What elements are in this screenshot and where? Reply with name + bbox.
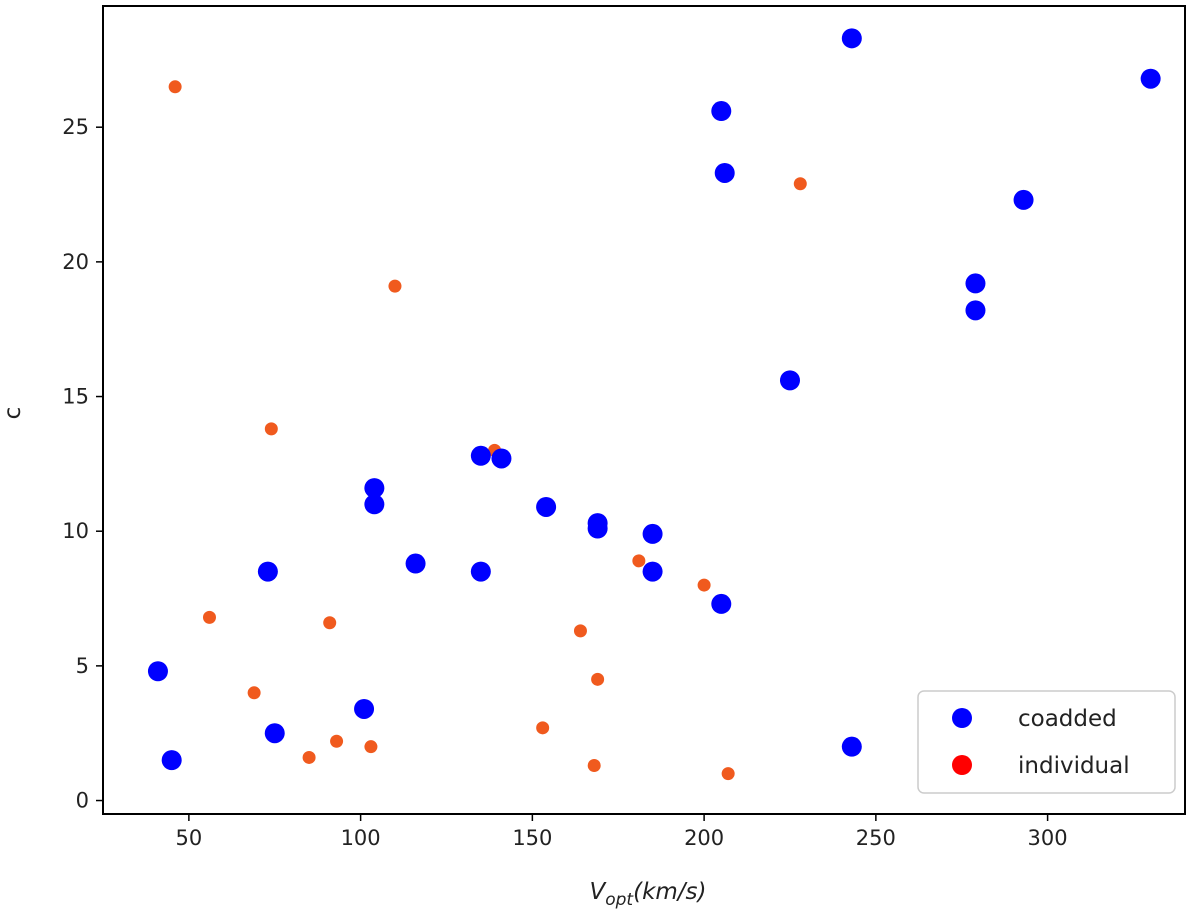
individual-point [632,554,646,568]
y-tick-label: 10 [62,519,89,543]
x-tick-label: 250 [856,826,896,850]
individual-point [388,279,402,293]
y-tick-label: 0 [76,789,89,813]
individual-point [302,750,316,764]
coadded-point [364,478,385,499]
x-tick-label: 200 [684,826,724,850]
coadded-point [965,273,986,294]
individual-point [536,721,550,735]
coadded-point [965,300,986,321]
coadded-point [711,101,732,122]
legend-box [917,690,1176,794]
coadded-point [257,561,278,582]
series-coadded-points [147,28,1161,771]
plot-frame [102,5,1186,815]
x-tick-label: 50 [176,826,203,850]
coadded-point [264,723,285,744]
coadded-point [470,445,491,466]
individual-point [697,578,711,592]
coadded-point [642,523,663,544]
individual-point [587,759,601,773]
individual-point [247,686,261,700]
x-tick-label: 300 [1028,826,1068,850]
coadded-point [587,518,608,539]
coadded-point [405,553,426,574]
series-individual-points [168,80,807,781]
coadded-point [147,661,168,682]
legend-label-individual: individual [1018,753,1130,779]
individual-point [202,610,216,624]
x-axis-ticks: 50 100 150 200 250 300 [176,814,1068,850]
coadded-point [536,496,557,517]
y-tick-label: 20 [62,250,89,274]
coadded-point [841,28,862,49]
coadded-point [714,162,735,183]
coadded-point [354,698,375,719]
coadded-point [642,561,663,582]
y-axis-ticks: 0 5 10 15 20 25 [62,115,103,813]
individual-point [591,672,605,686]
individual-point [330,734,344,748]
legend-marker-coadded [952,708,972,728]
coadded-point [1013,189,1034,210]
y-tick-label: 15 [62,385,89,409]
individual-point [168,80,182,94]
y-tick-label: 25 [62,115,89,139]
coadded-point [711,593,732,614]
coadded-point [470,561,491,582]
legend: coadded individual [917,690,1176,794]
coadded-point [1140,68,1161,89]
individual-point [573,624,587,638]
x-tick-label: 100 [341,826,381,850]
y-tick-label: 5 [76,654,89,678]
individual-point [323,616,337,630]
individual-point [264,422,278,436]
coadded-point [779,370,800,391]
coadded-point [161,750,182,771]
x-tick-label: 150 [512,826,552,850]
individual-point [364,740,378,754]
coadded-point [841,736,862,757]
legend-marker-individual [952,755,972,775]
coadded-point [364,494,385,515]
coadded-point [491,448,512,469]
individual-point [721,767,735,781]
y-axis-title: c [0,407,26,420]
legend-label-coadded: coadded [1018,706,1117,732]
x-axis-title: Vopt(km/s) [590,879,707,910]
individual-point [793,177,807,191]
